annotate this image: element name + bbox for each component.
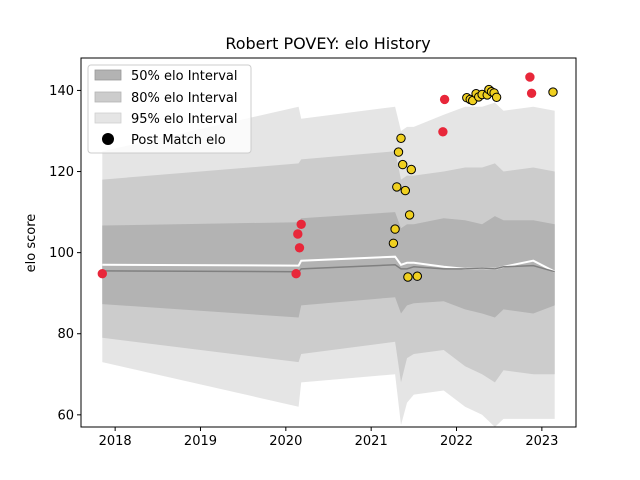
y-tick-label-80: 80: [57, 327, 74, 342]
data-point-4: [296, 219, 306, 230]
legend-marker-post-match: [102, 133, 114, 145]
legend-label-50: 50% elo Interval: [131, 69, 238, 84]
legend-swatch-80: [94, 91, 122, 103]
data-point-14: [406, 164, 416, 175]
data-point-17: [439, 94, 450, 105]
x-tick-label-2020: 2020: [269, 434, 302, 449]
y-tick-label-120: 120: [49, 165, 74, 180]
legend-label-post-match: Post Match elo: [131, 133, 226, 148]
x-tick-label-2018: 2018: [99, 434, 132, 449]
legend-swatch-50: [94, 69, 122, 81]
x-tick-label-2021: 2021: [355, 434, 388, 449]
post-match-points: [97, 72, 558, 282]
data-point-1: [291, 269, 301, 279]
data-point-12: [403, 272, 413, 282]
axes-frame: [80, 57, 577, 428]
y-tick-label-100: 100: [49, 246, 74, 261]
data-point-10: [398, 159, 408, 170]
y-tick-label-60: 60: [57, 408, 74, 423]
x-tick-label-2023: 2023: [525, 434, 558, 449]
y-axis-label: elo score: [24, 214, 39, 273]
plot-area: [97, 72, 558, 427]
y-tick-label-140: 140: [49, 84, 74, 99]
legend-swatch-95: [94, 112, 122, 124]
data-point-29: [525, 72, 535, 82]
data-point-9: [396, 133, 406, 144]
data-point-31: [548, 87, 558, 97]
x-axis: 2018 2019 2020 2021 2022 2023: [99, 427, 558, 449]
legend-label-95: 95% elo Interval: [131, 112, 238, 127]
interval-bands: [102, 102, 555, 427]
data-point-7: [392, 182, 402, 192]
band-50-interval: [102, 212, 555, 318]
data-point-0: [97, 269, 108, 279]
chart-title: Robert POVEY: elo History: [225, 34, 430, 53]
data-point-28: [491, 92, 502, 103]
mean-elo-line: [102, 264, 555, 273]
mean-elo-lines: [102, 255, 556, 273]
legend-label-80: 80% elo Interval: [131, 91, 238, 106]
y-axis: 60 80 100 120 140: [49, 84, 81, 423]
data-point-13: [404, 210, 415, 220]
data-point-6: [390, 224, 400, 234]
data-point-15: [412, 271, 422, 281]
legend-frame: [87, 64, 252, 154]
x-tick-label-2019: 2019: [184, 434, 217, 449]
data-point-8: [393, 147, 404, 157]
data-point-2: [293, 229, 303, 239]
legend: 50% elo Interval 80% elo Interval 95% el…: [87, 64, 252, 154]
data-point-3: [294, 243, 305, 253]
data-point-5: [388, 238, 399, 249]
data-point-30: [526, 88, 537, 99]
x-tick-label-2022: 2022: [440, 434, 473, 449]
data-point-11: [400, 185, 410, 196]
data-point-16: [438, 127, 448, 137]
